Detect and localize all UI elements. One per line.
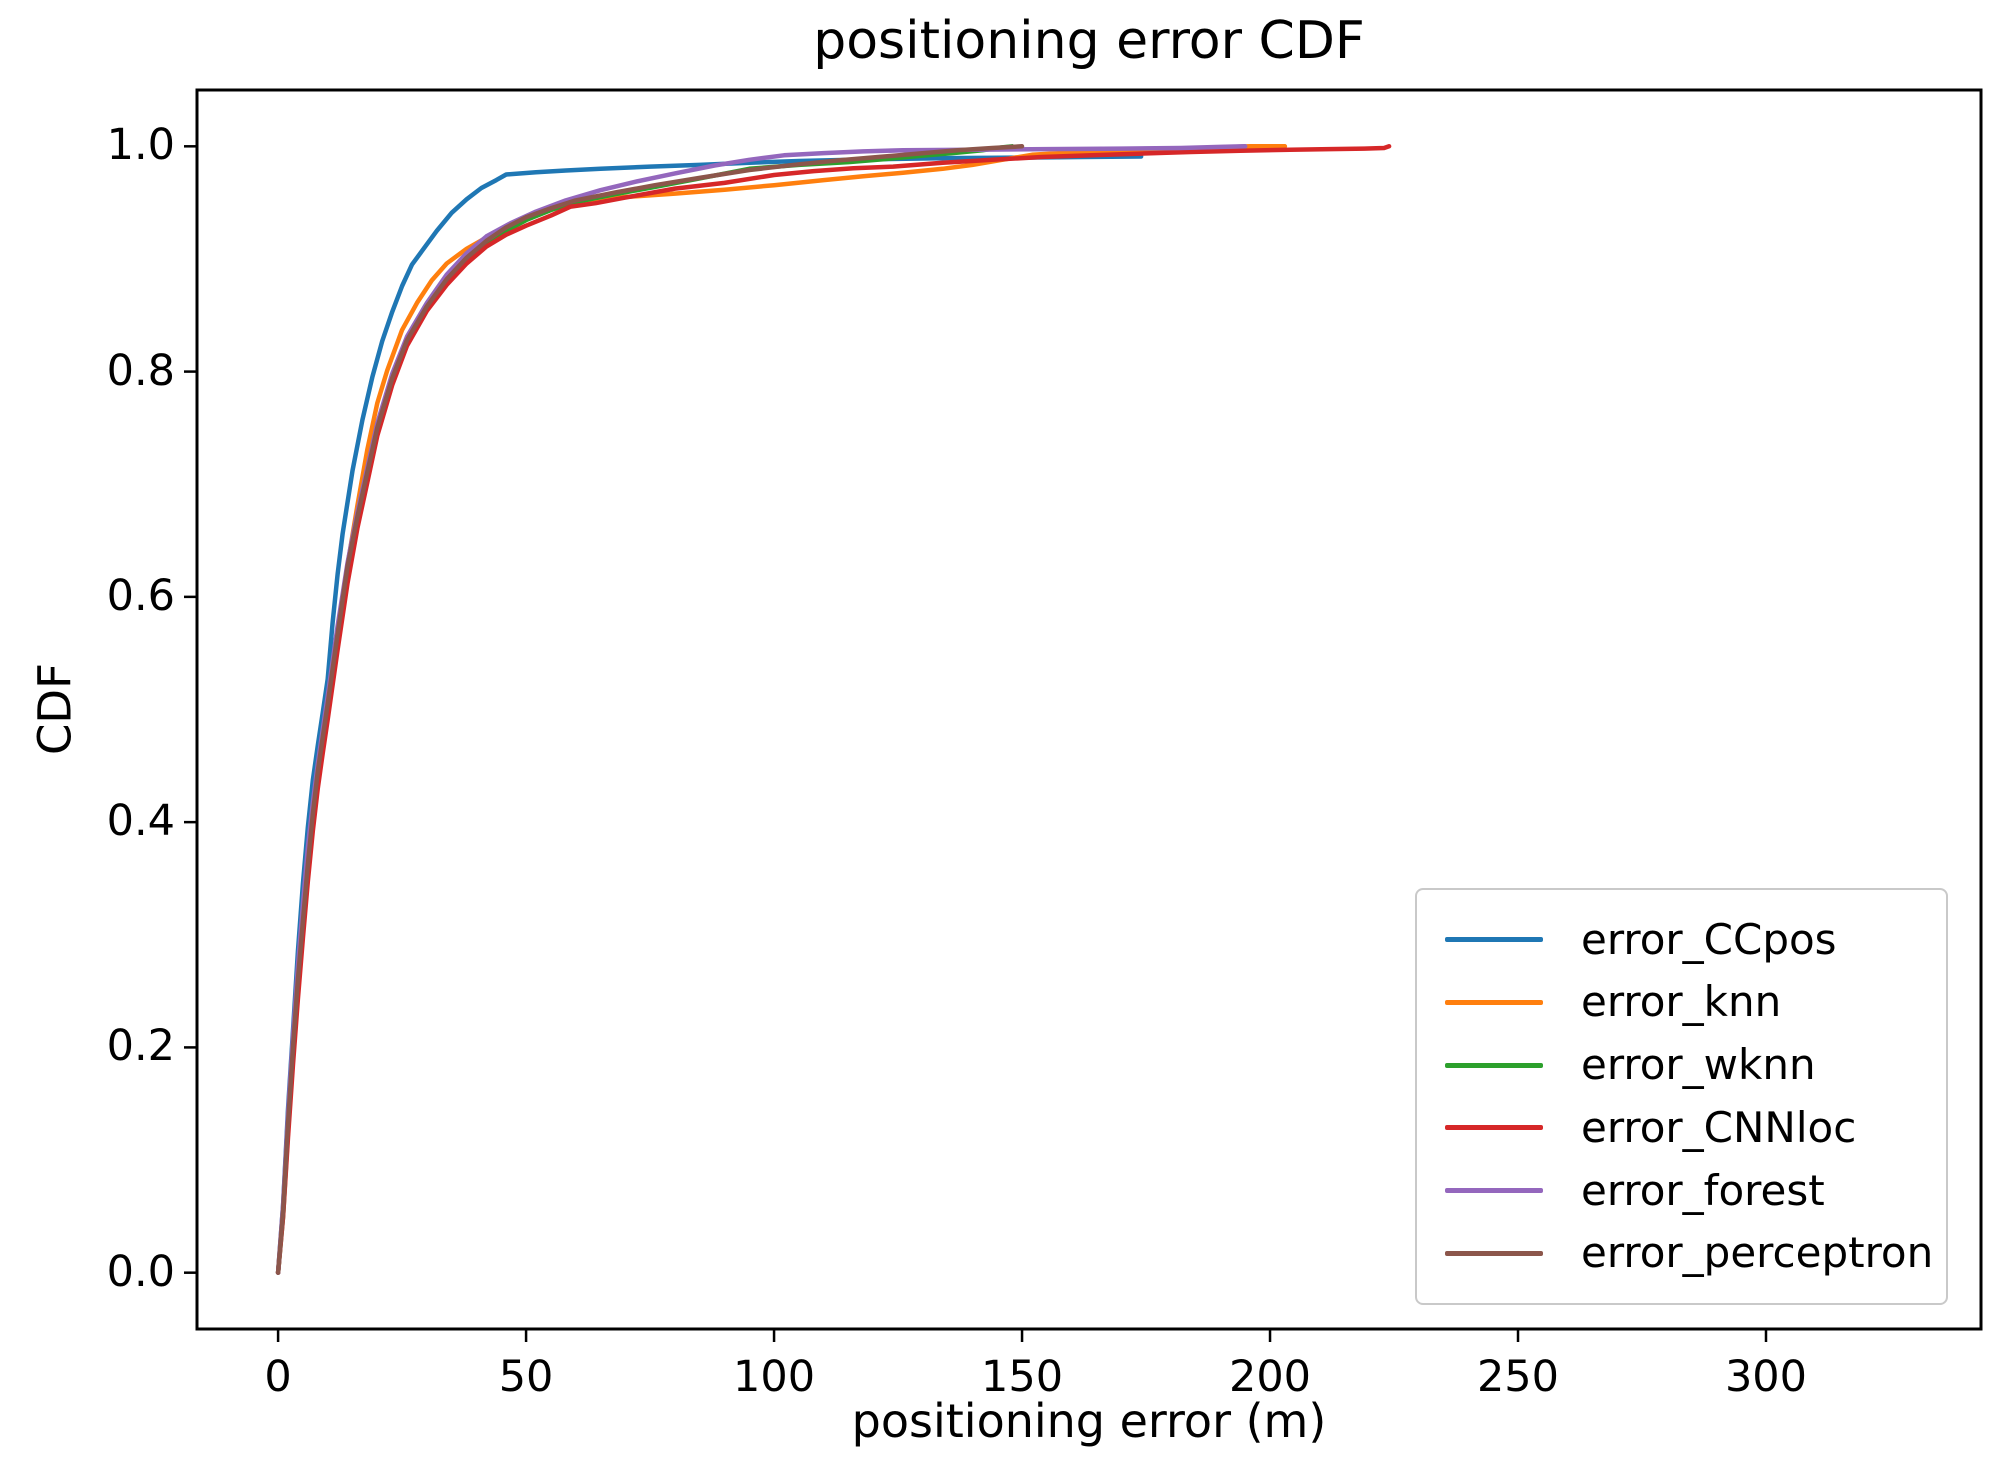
y-tick-label: 1.0	[106, 120, 175, 171]
series-line-error_CNNloc	[275, 144, 1392, 1275]
x-tick-label: 50	[498, 1352, 554, 1402]
x-axis-label: positioning error (m)	[851, 1394, 1327, 1448]
x-tick-label: 250	[1476, 1352, 1560, 1402]
legend-entry-error_perceptron: error_perceptron	[1417, 1232, 1946, 1274]
chart-title: positioning error CDF	[813, 11, 1365, 71]
legend-label: error_CCpos	[1581, 914, 1837, 964]
legend-swatch-error_knn	[1445, 999, 1543, 1005]
x-tick-label: 100	[733, 1352, 816, 1402]
legend-label: error_wknn	[1581, 1040, 1816, 1090]
y-tick-label: 0.0	[106, 1246, 175, 1297]
series-line-error_perceptron	[275, 144, 1025, 1275]
y-tick-label: 0.8	[106, 345, 175, 396]
legend-entry-error_forest: error_forest	[1417, 1165, 1946, 1215]
legend-swatch-error_perceptron	[1445, 1250, 1543, 1256]
legend-label: error_knn	[1581, 977, 1782, 1027]
series-line-error_knn	[275, 144, 1288, 1275]
legend-label: error_CNNloc	[1581, 1102, 1857, 1152]
tick-marks	[184, 145, 1768, 1342]
legend-label: error_forest	[1581, 1165, 1825, 1215]
y-tick-label: 0.6	[106, 570, 175, 621]
legend-entry-error_knn: error_knn	[1417, 981, 1946, 1023]
plot-area-border	[195, 88, 1983, 1331]
y-tick-label: 0.2	[106, 1021, 175, 1072]
legend-entry-error_wknn: error_wknn	[1417, 1044, 1946, 1086]
legend: error_CCpos error_knn error_wknn error_CNNl…	[1415, 888, 1948, 1305]
legend-label: error_perceptron	[1581, 1228, 1934, 1278]
legend-entry-error_CNNloc: error_CNNloc	[1417, 1102, 1946, 1152]
x-tick-label: 200	[1228, 1352, 1312, 1402]
x-tick-label: 300	[1724, 1352, 1808, 1402]
legend-swatch-error_wknn	[1445, 1062, 1543, 1068]
series-line-error_wknn	[275, 144, 1015, 1275]
y-axis-label: CDF	[28, 663, 82, 755]
x-tick-label: 0	[264, 1352, 292, 1402]
legend-swatch-error_CNNloc	[1445, 1125, 1543, 1131]
y-tick-label: 0.4	[106, 796, 175, 847]
x-tick-label: 150	[980, 1352, 1064, 1402]
legend-swatch-error_forest	[1445, 1188, 1543, 1194]
legend-swatch-error_CCpos	[1445, 937, 1543, 943]
series-lines	[275, 144, 1392, 1275]
legend-entry-error_CCpos: error_CCpos	[1417, 914, 1946, 964]
